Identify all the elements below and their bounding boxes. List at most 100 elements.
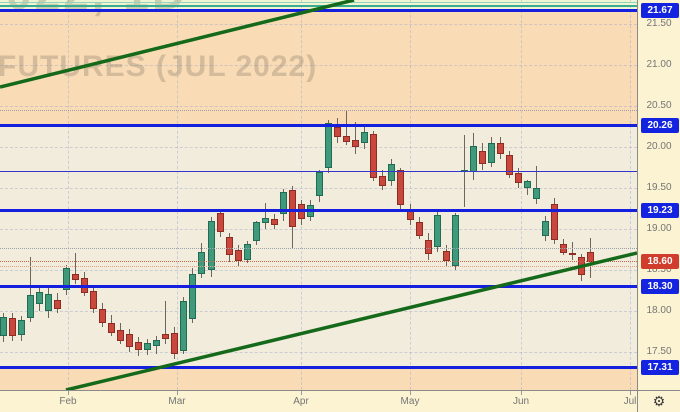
candle-wick — [264, 202, 266, 229]
month-label-Feb: Feb — [59, 396, 77, 407]
candle-wick — [346, 110, 348, 146]
candle — [216, 213, 224, 233]
chart-plot[interactable]: 022, 1D FUTURES (JUL 2022) — [0, 0, 637, 390]
v-gridline — [68, 0, 69, 390]
candle — [297, 204, 305, 220]
candle — [569, 252, 577, 255]
candle — [361, 132, 369, 143]
candle — [343, 135, 351, 143]
level-line-18.6 — [0, 261, 637, 263]
candle — [379, 175, 387, 186]
level-badge-20.26: 20.26 — [641, 118, 679, 134]
candle — [542, 220, 550, 237]
candle — [17, 320, 25, 335]
settings-button[interactable]: ⚙ — [637, 390, 680, 412]
price-tick-20.00: 20.00 — [646, 141, 672, 152]
h-gridline — [0, 352, 637, 353]
candle — [171, 333, 179, 354]
candle — [316, 172, 324, 197]
v-gridline — [521, 0, 522, 390]
month-label-Apr: Apr — [293, 396, 309, 407]
candle — [153, 339, 161, 347]
level-line-20.45 — [0, 109, 637, 111]
price-tick-17.50: 17.50 — [646, 346, 672, 357]
month-tickmark — [521, 391, 522, 395]
candle — [180, 301, 188, 352]
level-line-20.26[interactable] — [0, 124, 637, 128]
level-line-21.67[interactable] — [0, 8, 637, 12]
candle — [352, 139, 360, 147]
candle — [135, 342, 143, 351]
candle — [415, 221, 423, 236]
v-gridline — [630, 0, 631, 390]
candle — [334, 127, 342, 138]
price-axis[interactable]: 21.50 21.00 20.50 20.00 19.50 19.00 18.50 18.00… — [637, 0, 680, 390]
candle — [44, 293, 52, 311]
month-tickmark — [410, 391, 411, 395]
candle — [126, 333, 134, 348]
candle — [225, 237, 233, 256]
month-label-Mar: Mar — [168, 396, 186, 407]
level-line-19.23[interactable] — [0, 208, 637, 212]
h-gridline — [0, 229, 637, 230]
month-label-Jun: Jun — [512, 396, 530, 407]
level-badge-19.23: 19.23 — [641, 202, 679, 218]
candle-wick — [572, 242, 574, 261]
candle — [533, 188, 541, 200]
candle — [442, 251, 450, 261]
candle — [433, 215, 441, 248]
price-tick-18.00: 18.00 — [646, 305, 672, 316]
candle — [198, 251, 206, 275]
candle — [189, 274, 197, 320]
candle — [243, 243, 251, 261]
h-gridline — [0, 311, 637, 312]
candle — [252, 222, 260, 242]
level-badge-18.30: 18.30 — [641, 278, 679, 294]
month-label-May: May — [400, 396, 420, 407]
month-tickmark — [630, 391, 631, 395]
price-tick-21.00: 21.00 — [646, 59, 672, 70]
candle — [397, 169, 405, 206]
candle — [0, 316, 7, 336]
candle — [144, 342, 152, 350]
zone-below-17.31 — [0, 368, 637, 390]
price-tick-18.50: 18.50 — [646, 264, 672, 275]
candle — [98, 309, 106, 324]
candle — [469, 146, 477, 173]
candle — [8, 317, 16, 336]
candle — [71, 274, 79, 280]
month-tickmark — [68, 391, 69, 395]
level-line-21.76 — [0, 2, 637, 4]
level-line-21.73 — [0, 4, 637, 7]
candle — [35, 292, 43, 305]
price-tick-21.50: 21.50 — [646, 18, 672, 29]
candle — [451, 215, 459, 266]
month-tickmark — [177, 391, 178, 395]
price-tick-19.50: 19.50 — [646, 182, 672, 193]
gear-icon: ⚙ — [652, 393, 666, 409]
v-gridline — [301, 0, 302, 390]
candle — [487, 142, 495, 163]
v-gridline — [177, 0, 178, 390]
candle — [270, 219, 278, 225]
candle — [388, 164, 396, 182]
candle — [53, 300, 61, 309]
level-line-19.7[interactable] — [0, 171, 637, 173]
level-line-17.31[interactable] — [0, 366, 637, 370]
candle — [117, 329, 125, 341]
level-line-18.54 — [0, 266, 637, 268]
level-line-18.3[interactable] — [0, 284, 637, 288]
candle — [515, 173, 523, 184]
h-gridline — [0, 65, 637, 66]
price-tick-19.00: 19.00 — [646, 223, 672, 234]
candle — [325, 123, 333, 169]
candle-wick — [29, 256, 31, 323]
candle — [261, 218, 269, 224]
candle — [234, 249, 242, 261]
time-axis[interactable]: Feb Mar Apr May Jun Jul — [0, 390, 637, 412]
h-gridline — [0, 270, 637, 271]
candle — [424, 239, 432, 254]
candle — [279, 192, 287, 215]
h-gridline — [0, 106, 637, 107]
